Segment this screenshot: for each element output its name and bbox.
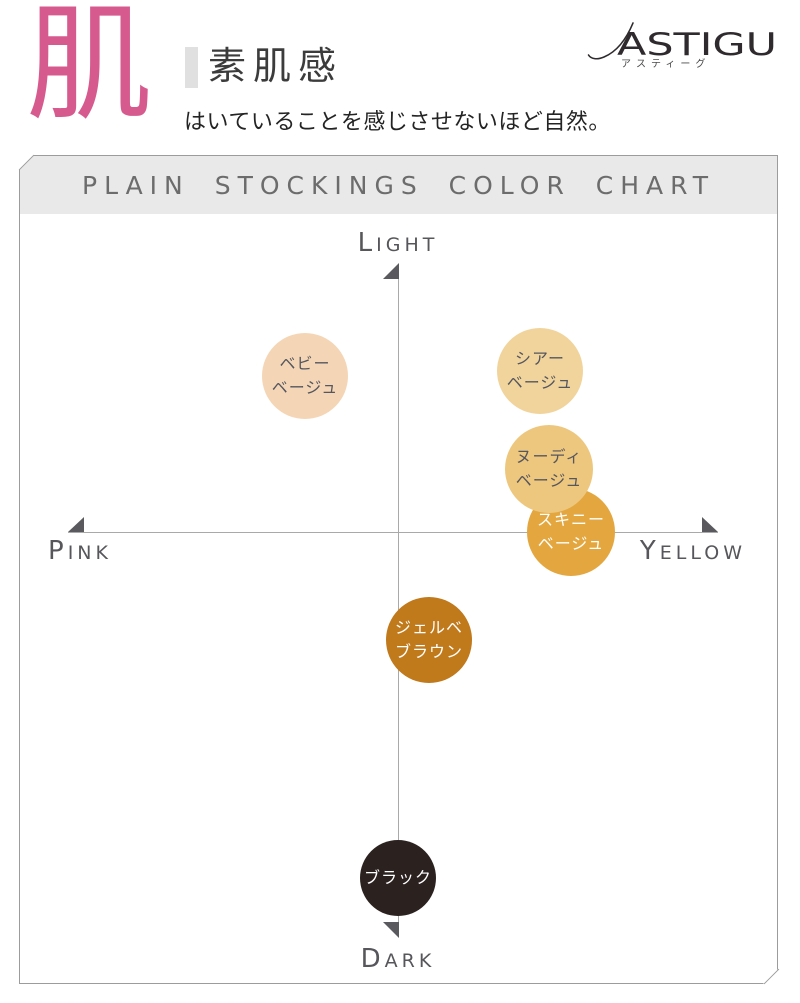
axis-label-pink: PINK (48, 536, 112, 566)
axis-arrow-right-icon (702, 517, 718, 532)
color-dot-gelbe-brown: ジェルベ ブラウン (386, 597, 472, 683)
color-dot-label-line: ブラック (363, 868, 432, 887)
color-dot-black: ブラック (360, 840, 436, 916)
color-dot-baby-beige: ベビー ベージュ (262, 333, 348, 419)
axis-label-yellow: YELLOW (639, 536, 746, 566)
chart-title: PLAIN STOCKINGS COLOR CHART (82, 170, 715, 200)
brand-logo: ASTIGU (587, 22, 777, 63)
color-dot-sheer-beige: シアー ベージュ (497, 328, 583, 414)
color-dot-label-line: ブラウン (394, 642, 463, 661)
horizontal-axis-line (68, 532, 718, 533)
color-dot-nudie-beige: ヌーディ ベージュ (505, 425, 593, 513)
color-dot-label-line: ヌーディ (515, 447, 583, 466)
color-dot-label-line: スキニー (536, 510, 605, 529)
brand-logo-swash (587, 22, 634, 60)
skin-kanji: 肌 (26, 0, 152, 138)
brand-logo-text: ASTIGU (617, 27, 777, 63)
color-dot-label-line: ジェルベ (394, 618, 463, 637)
axis-arrow-left-icon (68, 517, 84, 532)
color-dot-label-line: ベージュ (506, 373, 574, 392)
color-dot-label-line: ベージュ (271, 378, 339, 397)
color-dot-label-line: シアー (514, 349, 566, 368)
color-dot-label-line: ベージュ (537, 534, 605, 553)
section-subtitle: はいていることを感じさせないほど自然。 (184, 110, 611, 135)
axis-arrow-down-icon (383, 922, 399, 938)
axis-label-light: LIGHT (357, 228, 439, 258)
axis-arrow-up-icon (383, 263, 399, 279)
color-dot-label-line: ベビー (279, 354, 331, 373)
axis-label-dark: DARK (360, 944, 436, 974)
section-title-bar (185, 47, 198, 88)
brand-furigana: アスティーグ (621, 59, 711, 70)
section-title: 素肌感 (208, 44, 344, 88)
vertical-axis-line (398, 264, 399, 925)
chart-title-strip: PLAIN STOCKINGS COLOR CHART (20, 156, 777, 214)
color-dot-label-line: ベージュ (515, 471, 583, 490)
